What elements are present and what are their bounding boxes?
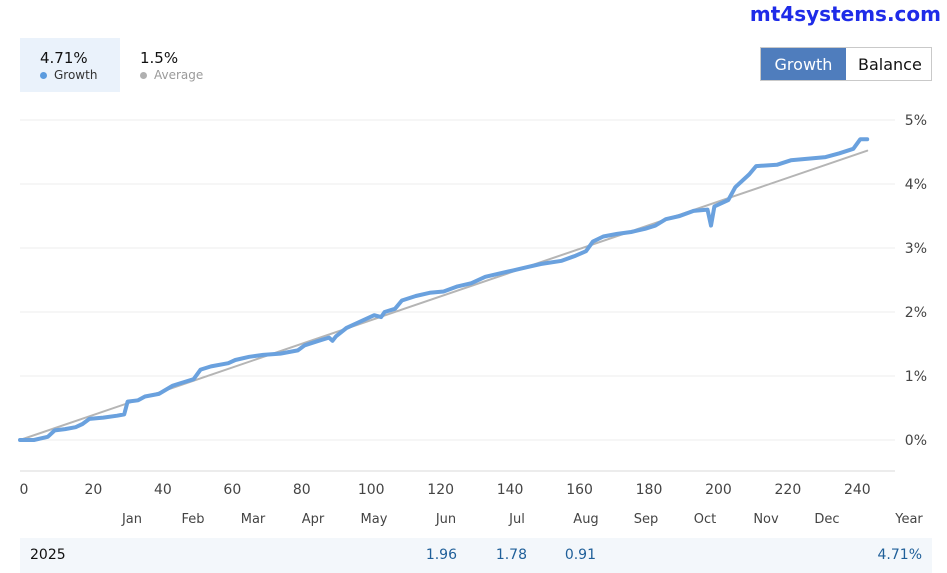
growth-label: Growth bbox=[54, 68, 98, 82]
x-tick-label: 140 bbox=[497, 482, 524, 498]
jul-value: 1.78 bbox=[495, 547, 527, 563]
jun-value: 1.96 bbox=[425, 547, 457, 563]
y-tick-label: 2% bbox=[905, 305, 927, 321]
average-legend-dot-icon bbox=[140, 71, 147, 79]
month-label: Jun bbox=[435, 512, 456, 527]
month-label: Sep bbox=[634, 512, 659, 527]
month-label: Year bbox=[894, 512, 923, 527]
month-label: Nov bbox=[753, 512, 779, 527]
y-tick-label: 1% bbox=[905, 369, 927, 385]
x-tick-label: 100 bbox=[358, 482, 385, 498]
y-tick-label: 0% bbox=[905, 433, 927, 449]
grid-layer bbox=[20, 119, 895, 472]
y-tick-label: 3% bbox=[905, 241, 927, 257]
growth-series-line bbox=[18, 137, 870, 442]
x-tick-label: 120 bbox=[427, 482, 454, 498]
month-label: Aug bbox=[573, 512, 598, 527]
x-tick-label: 180 bbox=[636, 482, 663, 498]
growth-stat[interactable]: 4.71% Growth bbox=[20, 38, 120, 92]
average-label-row: Average bbox=[140, 68, 250, 82]
watermark-logo: mt4systems.com bbox=[749, 2, 941, 26]
month-label: May bbox=[361, 512, 388, 527]
year-label: 2025 bbox=[30, 547, 66, 563]
x-tick-label: 240 bbox=[844, 482, 871, 498]
y-tick-label: 5% bbox=[905, 113, 927, 129]
x-tick-label: 80 bbox=[293, 482, 311, 498]
y-tick-label: 4% bbox=[905, 177, 927, 193]
x-tick-label: 40 bbox=[154, 482, 172, 498]
tick-layer: 0% 1% 2% 3% 4% 5% 0 20 40 60 80 100 120 140 160 180 200 2… bbox=[20, 113, 927, 527]
series-layer bbox=[18, 137, 870, 442]
month-label: Mar bbox=[241, 512, 266, 527]
x-tick-label: 220 bbox=[775, 482, 802, 498]
balance-button[interactable]: Balance bbox=[846, 48, 931, 80]
average-stat[interactable]: 1.5% Average bbox=[140, 38, 250, 92]
x-tick-label: 20 bbox=[85, 482, 103, 498]
yearly-summary-row: 2025 1.96 1.78 0.91 4.71% bbox=[20, 538, 932, 573]
month-label: Jul bbox=[508, 512, 525, 527]
month-label: Apr bbox=[302, 512, 325, 527]
growth-button[interactable]: Growth bbox=[761, 48, 846, 80]
month-label: Dec bbox=[814, 512, 839, 527]
growth-value: 4.71% bbox=[40, 49, 88, 67]
chart-mode-toggle: Growth Balance bbox=[760, 47, 932, 81]
growth-label-row: Growth bbox=[40, 68, 120, 82]
x-tick-label: 160 bbox=[566, 482, 593, 498]
average-label: Average bbox=[154, 68, 204, 82]
average-value: 1.5% bbox=[140, 49, 179, 67]
x-tick-label: 60 bbox=[223, 482, 241, 498]
month-label: Oct bbox=[694, 512, 716, 527]
x-tick-label: 0 bbox=[20, 482, 29, 498]
aug-value: 0.91 bbox=[564, 547, 596, 563]
month-label: Jan bbox=[121, 512, 142, 527]
year-total-value: 4.71% bbox=[877, 547, 922, 563]
month-label: Feb bbox=[181, 512, 204, 527]
x-tick-label: 200 bbox=[705, 482, 732, 498]
growth-legend-dot-icon bbox=[40, 71, 47, 79]
